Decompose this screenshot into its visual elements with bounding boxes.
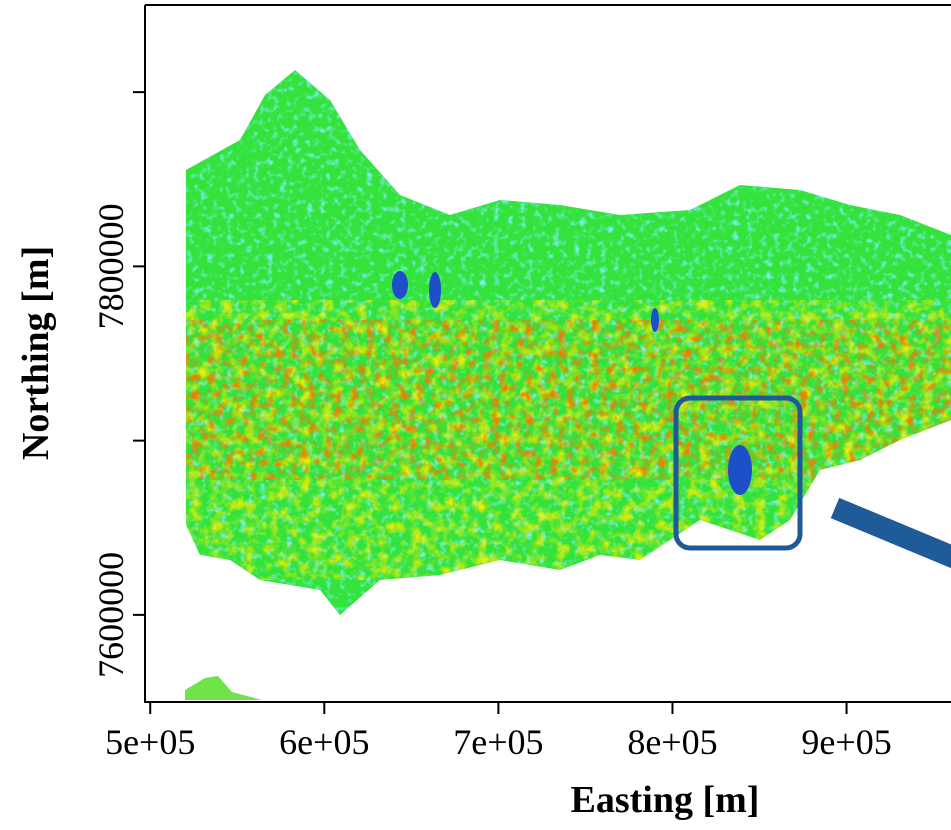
raster-fragment	[185, 676, 262, 700]
x-tick-label: 8e+05	[627, 722, 717, 762]
x-tick-label: 5e+05	[105, 722, 195, 762]
x-tick-label: 7e+05	[453, 722, 543, 762]
x-tick-label: 9e+05	[801, 722, 891, 762]
x-tick-label: 6e+05	[279, 722, 369, 762]
y-axis-label: Northing [m]	[15, 246, 57, 460]
plot-frame	[144, 4, 951, 703]
arrow	[830, 497, 951, 569]
x-axis-label: Easting [m]	[571, 779, 760, 821]
highlight-box	[673, 395, 803, 551]
raster	[186, 70, 951, 615]
y-tick-label: 7800000	[91, 203, 131, 329]
y-tick-label: 7600000	[91, 552, 131, 678]
